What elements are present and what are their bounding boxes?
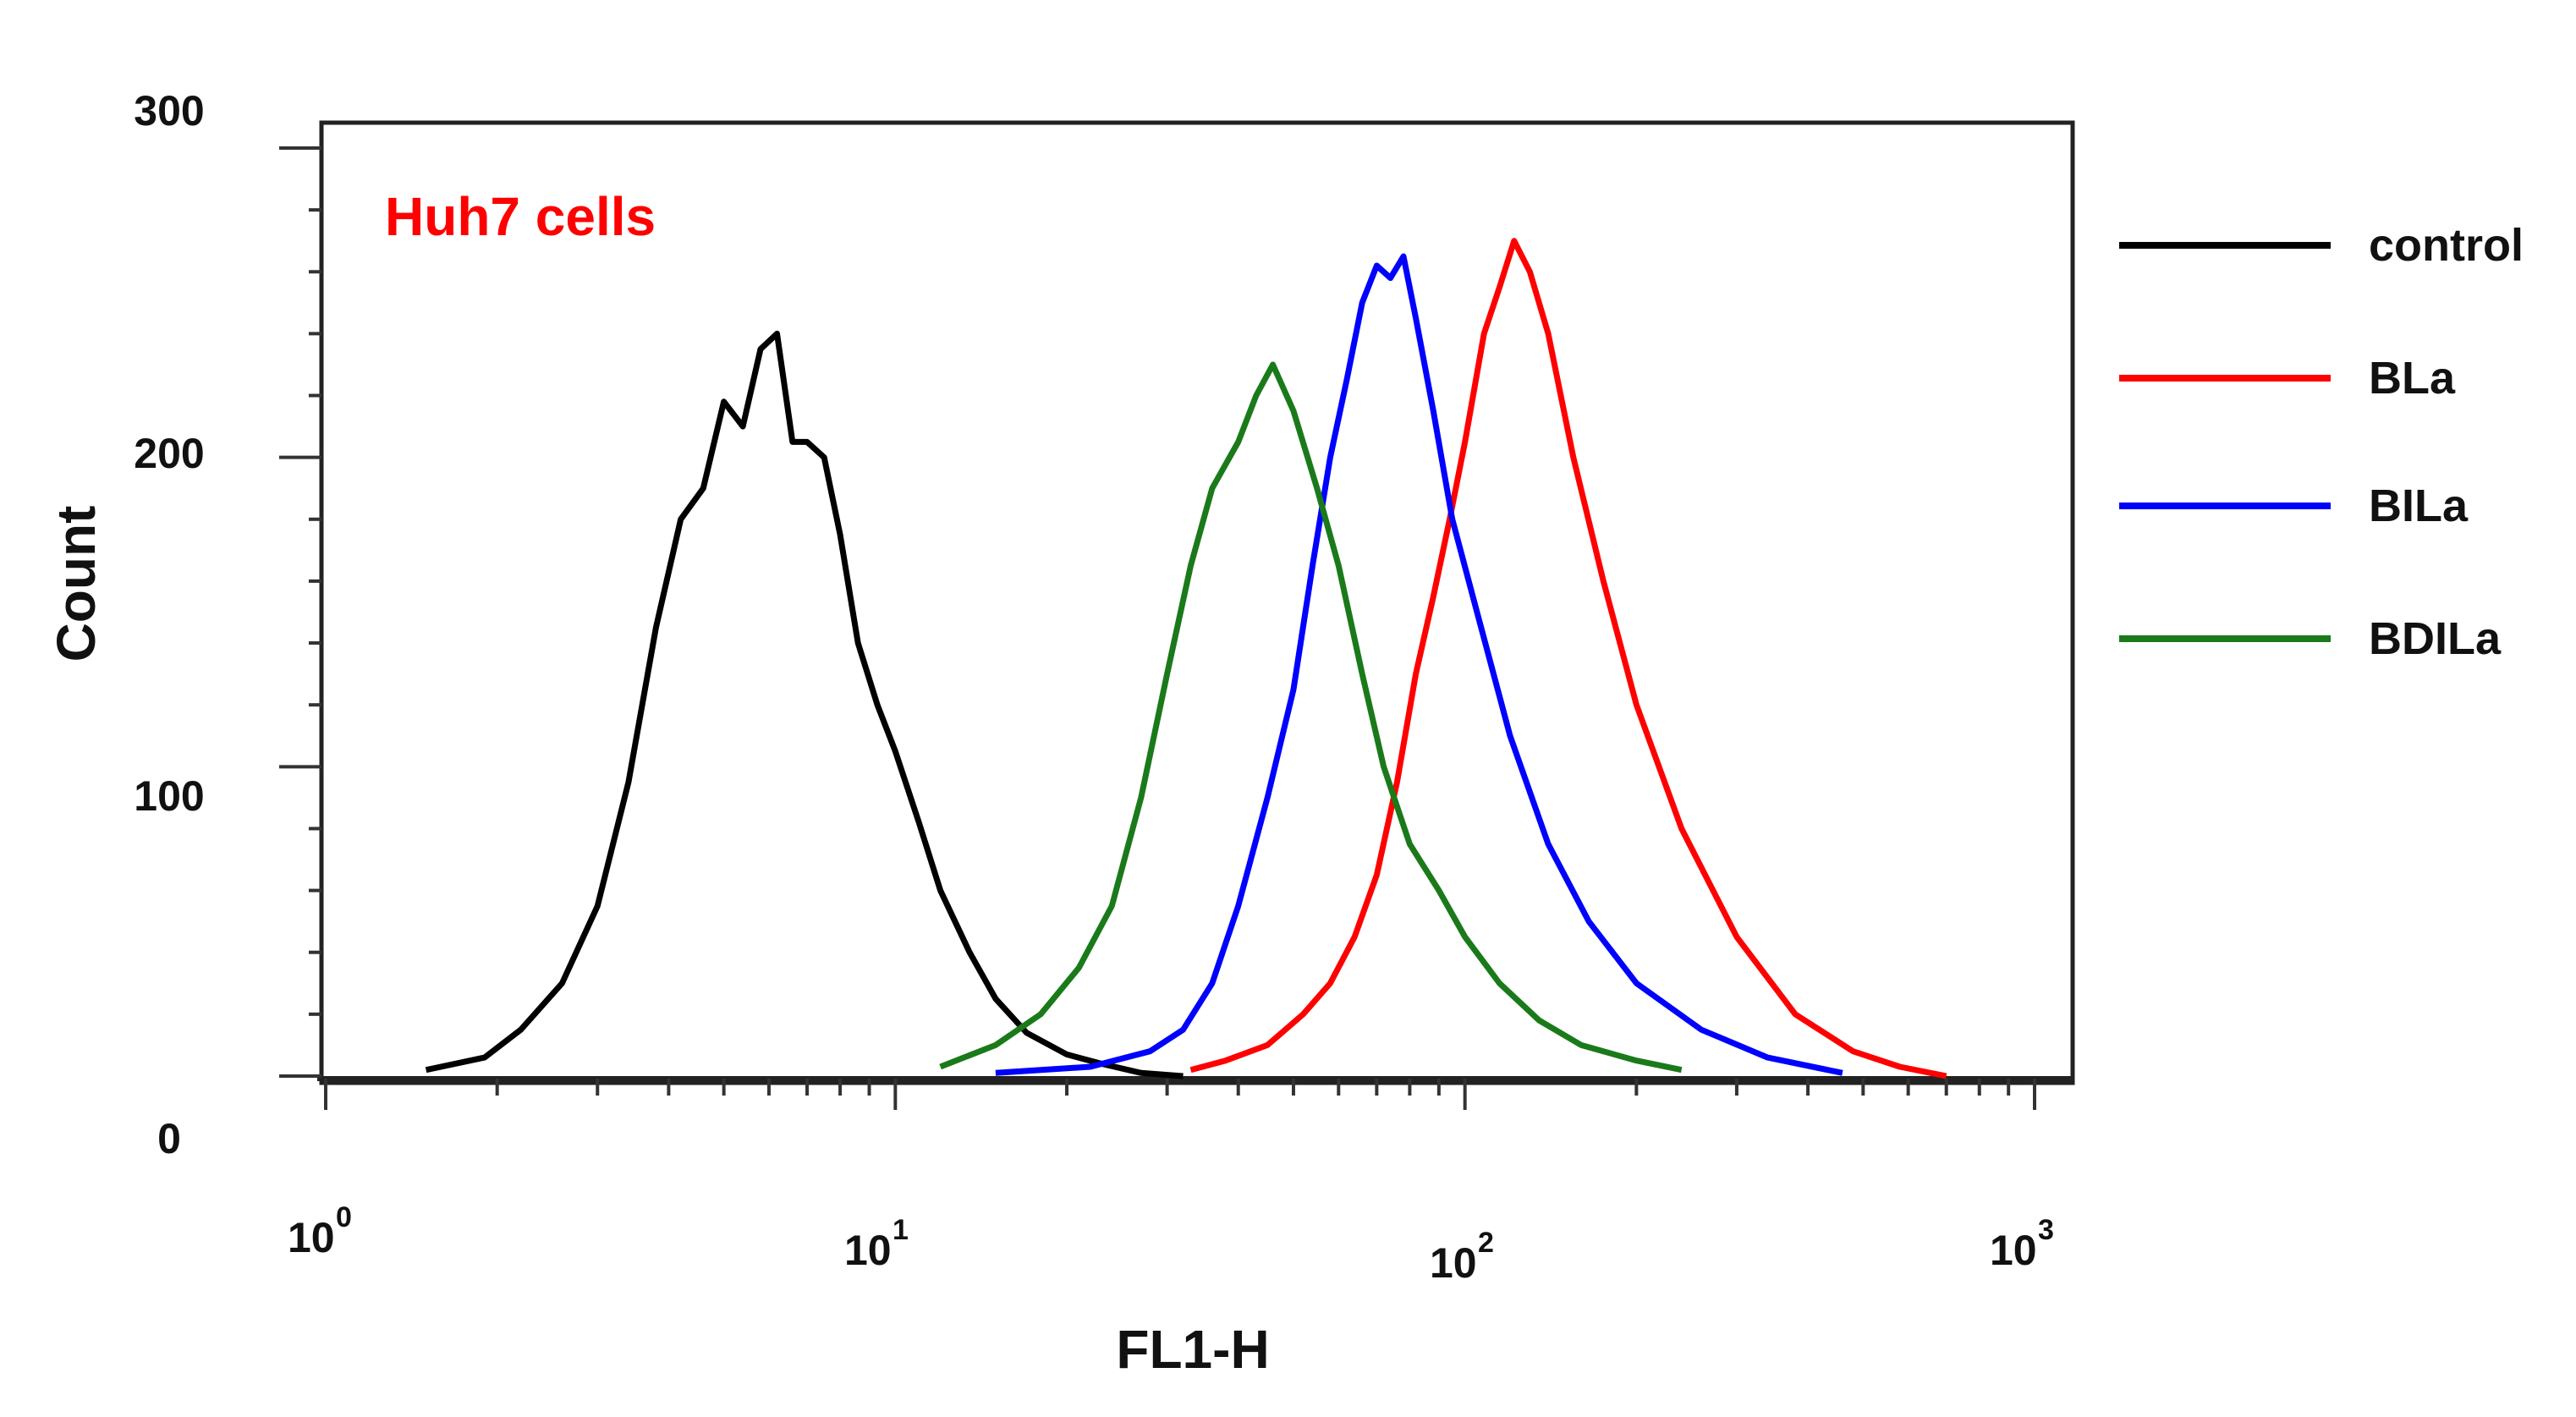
legend-label-BLa: BLa (2369, 353, 2456, 404)
y-tick-label-200: 200 (134, 430, 204, 477)
x-tick-base-1000: 10 (1990, 1227, 2037, 1274)
x-tick-label-1: 10 0 (288, 1201, 352, 1261)
cell-line-annotation: Huh7 cells (385, 186, 656, 247)
series-line-BLa (1189, 238, 1947, 1079)
x-tick-exp-1: 0 (336, 1201, 352, 1233)
x-tick-exp-1000: 3 (2038, 1214, 2054, 1246)
series-line-control (425, 330, 1184, 1079)
y-minor-ticks (279, 146, 321, 1078)
series-line-BILa (995, 253, 1843, 1076)
y-tick-label-300: 300 (134, 87, 204, 135)
x-tick-base-1: 10 (288, 1214, 335, 1261)
x-tick-exp-100: 2 (1478, 1227, 1494, 1259)
x-tick-label-10: 10 1 (844, 1214, 909, 1274)
legend-label-BDILa: BDILa (2369, 613, 2502, 664)
y-axis-title: Count (46, 506, 107, 662)
x-tick-base-10: 10 (844, 1227, 892, 1274)
legend-label-control: control (2369, 220, 2524, 271)
x-tick-label-1000: 10 3 (1990, 1214, 2054, 1274)
x-tick-exp-10: 1 (893, 1214, 909, 1246)
y-tick-label-100: 100 (134, 772, 204, 820)
x-tick-label-100: 10 2 (1430, 1227, 1494, 1287)
x-minor-ticks (324, 1079, 2036, 1110)
legend-label-BILa: BILa (2369, 481, 2469, 531)
legend: control BLa BILa BDILa (2119, 220, 2524, 664)
series-line-BDILa (939, 361, 1683, 1074)
x-tick-base-100: 10 (1430, 1239, 1477, 1287)
x-axis-title: FL1-H (1116, 1319, 1269, 1380)
y-tick-label-0: 0 (157, 1115, 181, 1162)
series-layer (425, 238, 1947, 1079)
